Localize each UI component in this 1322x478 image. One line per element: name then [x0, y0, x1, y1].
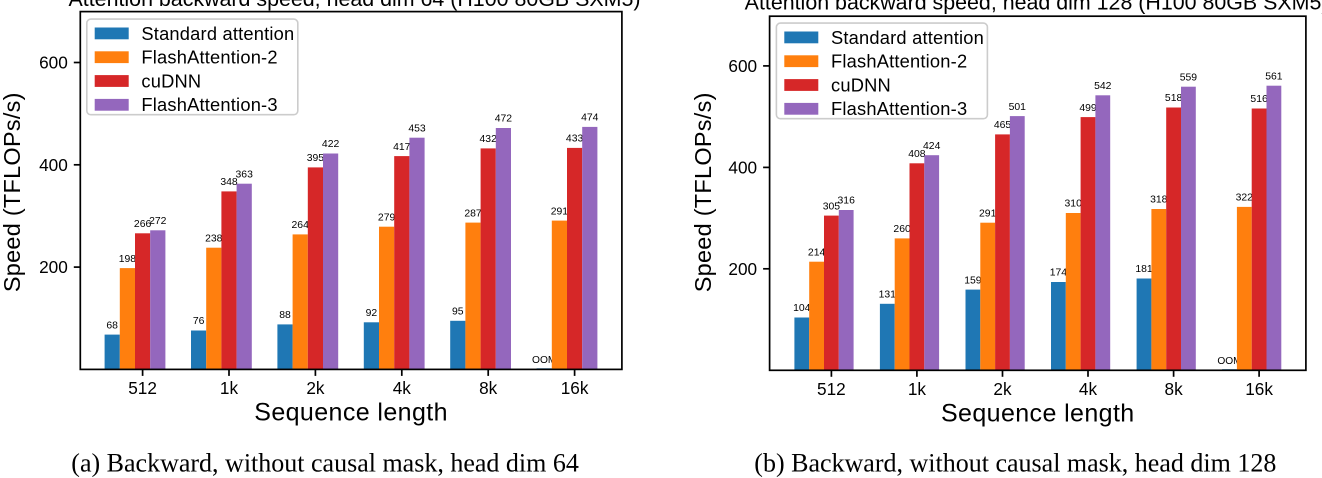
svg-text:291: 291	[979, 208, 997, 219]
svg-text:95: 95	[452, 307, 464, 318]
svg-text:1k: 1k	[908, 379, 927, 399]
svg-text:474: 474	[581, 113, 599, 124]
svg-text:8k: 8k	[1165, 379, 1184, 399]
svg-text:Attention backward speed, head: Attention backward speed, head dim 64 (H…	[69, 0, 641, 11]
svg-text:16k: 16k	[1245, 379, 1273, 399]
svg-text:453: 453	[408, 123, 426, 134]
svg-text:214: 214	[808, 247, 826, 258]
svg-text:Speed (TFLOPs/s): Speed (TFLOPs/s)	[690, 92, 716, 292]
svg-text:400: 400	[39, 155, 68, 175]
svg-text:Standard attention: Standard attention	[141, 23, 294, 44]
svg-text:Attention backward speed, head: Attention backward speed, head dim 128 (…	[745, 0, 1322, 14]
svg-text:559: 559	[1180, 72, 1198, 83]
svg-text:266: 266	[134, 219, 152, 230]
svg-text:432: 432	[480, 134, 498, 145]
svg-text:(b) Backward, without causal m: (b) Backward, without causal mask, head …	[754, 449, 1276, 478]
svg-text:1k: 1k	[220, 378, 239, 398]
svg-text:181: 181	[1135, 264, 1153, 275]
svg-text:88: 88	[279, 310, 291, 321]
svg-text:318: 318	[1150, 195, 1168, 206]
svg-text:FlashAttention-3: FlashAttention-3	[141, 94, 277, 115]
svg-text:348: 348	[220, 177, 238, 188]
svg-text:(a) Backward, without causal m: (a) Backward, without causal mask, head …	[71, 449, 579, 478]
svg-text:305: 305	[823, 201, 841, 212]
svg-text:68: 68	[106, 320, 118, 331]
svg-text:279: 279	[378, 212, 396, 223]
svg-text:363: 363	[236, 169, 254, 180]
svg-text:OOM: OOM	[1217, 356, 1241, 367]
svg-text:518: 518	[1165, 93, 1183, 104]
svg-text:92: 92	[366, 308, 378, 319]
svg-text:310: 310	[1065, 199, 1083, 210]
svg-text:Sequence length: Sequence length	[254, 398, 448, 426]
svg-text:433: 433	[566, 134, 584, 145]
svg-text:400: 400	[728, 157, 757, 177]
svg-text:600: 600	[39, 53, 68, 73]
svg-text:417: 417	[393, 142, 411, 153]
svg-text:4k: 4k	[1079, 379, 1098, 399]
svg-text:291: 291	[551, 206, 569, 217]
svg-text:cuDNN: cuDNN	[141, 70, 201, 91]
svg-text:600: 600	[728, 56, 757, 76]
svg-text:174: 174	[1050, 268, 1068, 279]
svg-text:516: 516	[1250, 94, 1268, 105]
svg-text:FlashAttention-3: FlashAttention-3	[831, 98, 967, 119]
svg-text:408: 408	[908, 149, 926, 160]
svg-text:501: 501	[1009, 102, 1027, 113]
svg-text:512: 512	[817, 379, 846, 399]
svg-text:104: 104	[793, 303, 811, 314]
svg-text:16k: 16k	[561, 378, 589, 398]
svg-text:472: 472	[495, 114, 513, 125]
svg-text:316: 316	[838, 196, 856, 207]
svg-text:200: 200	[728, 259, 757, 279]
svg-text:131: 131	[879, 290, 897, 301]
svg-text:322: 322	[1236, 193, 1254, 204]
svg-text:422: 422	[322, 139, 340, 150]
svg-text:424: 424	[923, 141, 941, 152]
svg-text:Speed (TFLOPs/s): Speed (TFLOPs/s)	[0, 92, 25, 292]
svg-text:200: 200	[39, 257, 68, 277]
svg-text:198: 198	[119, 254, 137, 265]
svg-text:159: 159	[964, 275, 982, 286]
svg-text:264: 264	[292, 220, 310, 231]
svg-text:465: 465	[994, 120, 1012, 131]
svg-text:Standard attention: Standard attention	[831, 27, 984, 48]
svg-text:OOM: OOM	[532, 355, 556, 366]
svg-text:499: 499	[1079, 103, 1097, 114]
svg-text:8k: 8k	[479, 378, 498, 398]
svg-text:260: 260	[893, 224, 911, 235]
svg-text:FlashAttention-2: FlashAttention-2	[831, 51, 967, 72]
svg-text:76: 76	[193, 316, 205, 327]
svg-text:238: 238	[205, 233, 223, 244]
svg-text:561: 561	[1265, 71, 1283, 82]
svg-text:4k: 4k	[393, 378, 412, 398]
svg-text:512: 512	[128, 378, 157, 398]
svg-text:FlashAttention-2: FlashAttention-2	[141, 47, 277, 68]
svg-text:Sequence length: Sequence length	[941, 399, 1135, 427]
svg-text:287: 287	[464, 208, 482, 219]
svg-text:542: 542	[1094, 81, 1112, 92]
svg-text:2k: 2k	[993, 379, 1012, 399]
svg-text:2k: 2k	[306, 378, 325, 398]
svg-text:272: 272	[149, 216, 167, 227]
svg-text:cuDNN: cuDNN	[831, 74, 891, 95]
svg-text:395: 395	[307, 153, 325, 164]
